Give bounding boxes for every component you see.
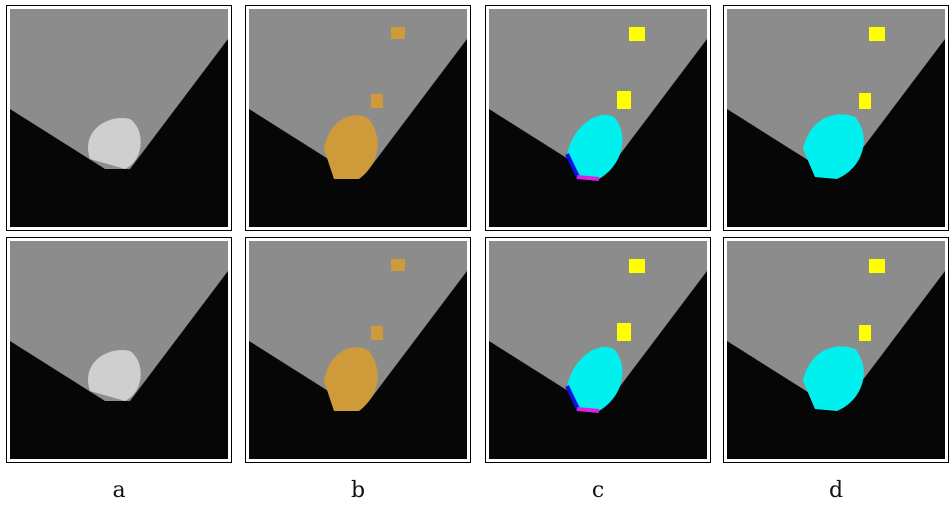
caption-b: b	[350, 478, 366, 503]
panel-bottom-c	[485, 237, 711, 463]
panel-top-c	[485, 5, 711, 231]
image-top-a	[10, 9, 228, 227]
panel-bottom-b	[245, 237, 471, 463]
panel-top-d	[723, 5, 949, 231]
panel-top-b	[245, 5, 471, 231]
image-bottom-c	[489, 241, 707, 459]
image-top-d	[727, 9, 945, 227]
image-bottom-b	[249, 241, 467, 459]
caption-a: a	[112, 478, 126, 503]
image-bottom-a	[10, 241, 228, 459]
panel-top-a	[6, 5, 232, 231]
caption-d: d	[828, 478, 844, 503]
image-top-b	[249, 9, 467, 227]
panel-bottom-a	[6, 237, 232, 463]
caption-c: c	[591, 478, 605, 503]
image-bottom-d	[727, 241, 945, 459]
panel-bottom-d	[723, 237, 949, 463]
image-top-c	[489, 9, 707, 227]
